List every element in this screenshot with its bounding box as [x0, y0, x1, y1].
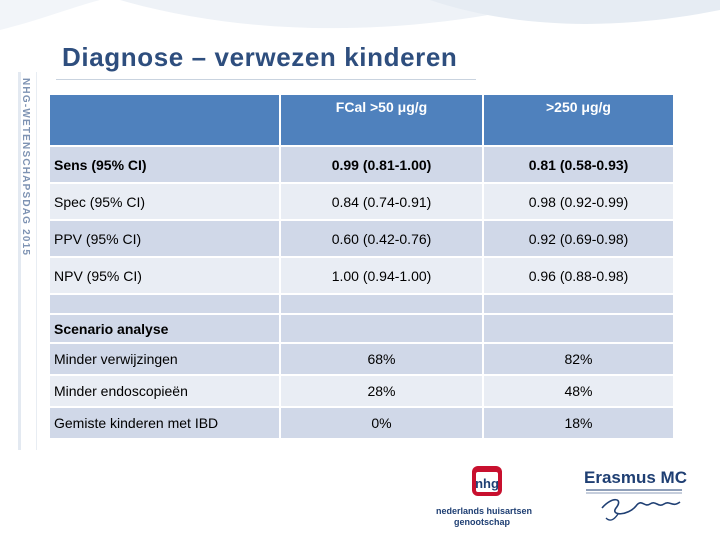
- header-cell-empty: [50, 95, 279, 145]
- scenario-heading: Scenario analyse: [50, 315, 279, 342]
- cell-value: 82%: [484, 344, 673, 374]
- cell-value: 0.96 (0.88-0.98): [484, 258, 673, 293]
- scenario-heading-row: Scenario analyse: [50, 315, 673, 342]
- cell-value: 0%: [281, 408, 482, 438]
- side-band-line: [36, 72, 37, 450]
- table-row: Minder verwijzingen 68% 82%: [50, 344, 673, 374]
- spacer-cell: [50, 295, 279, 313]
- nhg-name-line2: genootschap: [454, 517, 511, 527]
- slide-title: Diagnose – verwezen kinderen: [62, 42, 458, 72]
- table-row: NPV (95% CI) 1.00 (0.94-1.00) 0.96 (0.88…: [50, 258, 673, 293]
- erasmus-mc-logo: Erasmus MC: [584, 468, 694, 528]
- header-cell-fcal-50: FCal >50 μg/g: [281, 95, 482, 145]
- cell-value: 1.00 (0.94-1.00): [281, 258, 482, 293]
- nhg-logo-mark: nhg: [472, 466, 502, 496]
- row-label: Minder verwijzingen: [50, 344, 279, 374]
- results-table: FCal >50 μg/g >250 μg/g Sens (95% CI) 0.…: [48, 93, 675, 440]
- spacer-cell: [484, 315, 673, 342]
- spacer-cell: [484, 295, 673, 313]
- table-row: PPV (95% CI) 0.60 (0.42-0.76) 0.92 (0.69…: [50, 221, 673, 256]
- cell-value: 68%: [281, 344, 482, 374]
- row-label: NPV (95% CI): [50, 258, 279, 293]
- table-row: Spec (95% CI) 0.84 (0.74-0.91) 0.98 (0.9…: [50, 184, 673, 219]
- erasmus-mc-name: Erasmus MC: [584, 468, 687, 487]
- nhg-name-line1: nederlands huisartsen: [436, 506, 533, 516]
- cell-value: 0.99 (0.81-1.00): [281, 147, 482, 182]
- nhg-mark-text: nhg: [475, 476, 499, 491]
- cell-value: 0.92 (0.69-0.98): [484, 221, 673, 256]
- erasmus-signature-icon: [586, 489, 682, 521]
- header-cell-fcal-250: >250 μg/g: [484, 95, 673, 145]
- nhg-logo: nhg nederlands huisartsen genootschap: [436, 462, 546, 528]
- header-wave-decoration: [0, 0, 720, 30]
- row-label: Sens (95% CI): [50, 147, 279, 182]
- cell-value: 0.60 (0.42-0.76): [281, 221, 482, 256]
- table-row: Gemiste kinderen met IBD 0% 18%: [50, 408, 673, 438]
- table-spacer-row: [50, 295, 673, 313]
- row-label: Gemiste kinderen met IBD: [50, 408, 279, 438]
- cell-value: 28%: [281, 376, 482, 406]
- side-band: [18, 72, 21, 450]
- row-label: PPV (95% CI): [50, 221, 279, 256]
- spacer-cell: [281, 295, 482, 313]
- row-label: Minder endoscopieën: [50, 376, 279, 406]
- table-row: Minder endoscopieën 28% 48%: [50, 376, 673, 406]
- row-label: Spec (95% CI): [50, 184, 279, 219]
- cell-value: 0.98 (0.92-0.99): [484, 184, 673, 219]
- cell-value: 48%: [484, 376, 673, 406]
- spacer-cell: [281, 315, 482, 342]
- cell-value: 0.84 (0.74-0.91): [281, 184, 482, 219]
- table-header-row: FCal >50 μg/g >250 μg/g: [50, 95, 673, 145]
- table-row: Sens (95% CI) 0.99 (0.81-1.00) 0.81 (0.5…: [50, 147, 673, 182]
- cell-value: 0.81 (0.58-0.93): [484, 147, 673, 182]
- side-label: NHG-WETENSCHAPSDAG 2015: [20, 78, 31, 257]
- cell-value: 18%: [484, 408, 673, 438]
- title-underline: [56, 79, 476, 80]
